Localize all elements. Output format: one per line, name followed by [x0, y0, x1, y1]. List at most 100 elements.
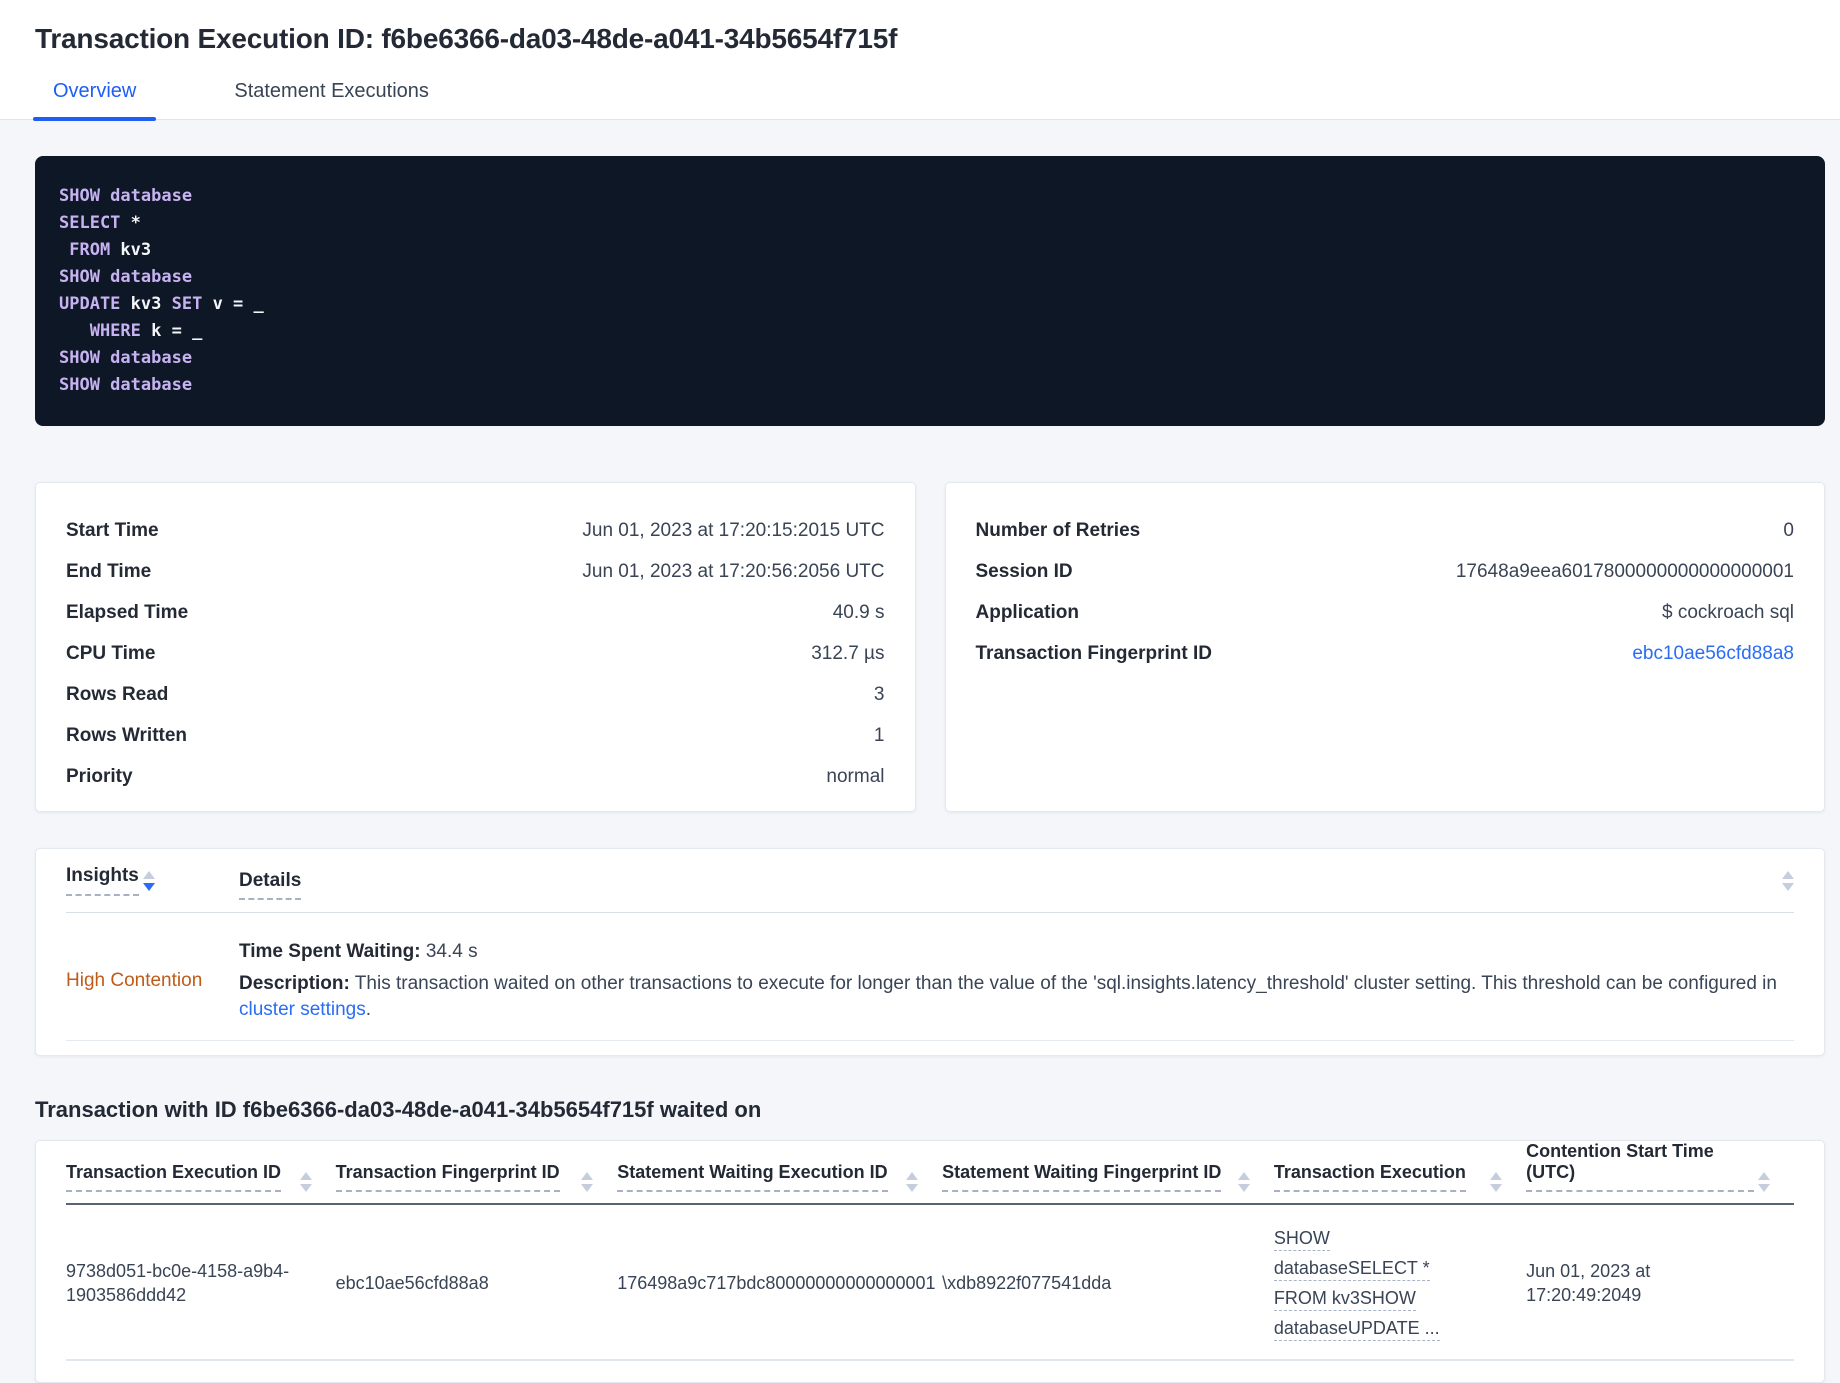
insight-details: Time Spent Waiting: 34.4 s Description: … [239, 939, 1794, 1023]
tab-overview[interactable]: Overview [33, 80, 157, 121]
summary-value: 1 [873, 725, 885, 746]
sql-keyword: WHERE [59, 321, 141, 341]
sort-desc-icon [906, 1184, 919, 1192]
time-spent-waiting: Time Spent Waiting: 34.4 s [239, 939, 1794, 965]
sql-line: SHOW database [59, 183, 1801, 210]
transaction-fingerprint-link[interactable]: ebc10ae56cfd88a8 [1632, 643, 1794, 664]
page-header: Transaction Execution ID: f6be6366-da03-… [0, 0, 1840, 121]
column-header-statement-waiting-execution-id[interactable]: Statement Waiting Execution ID [617, 1162, 942, 1192]
sort-desc-icon [1490, 1184, 1503, 1192]
cell-contention-start-time-utc: Jun 01, 2023 at 17:20:49:2049 [1526, 1261, 1651, 1305]
summary-label: Rows Read [66, 684, 169, 705]
cell-transaction-execution: SHOW databaseSELECT * FROM kv3SHOW datab… [1273, 1223, 1526, 1343]
summary-row-elapsed-time: Elapsed Time 40.9 s [66, 601, 885, 625]
column-header-contention-start-time-utc[interactable]: Contention Start Time (UTC) [1526, 1141, 1794, 1192]
tabbar: Overview Statement Executions [0, 80, 1840, 121]
summary-value: Jun 01, 2023 at 17:20:56:2056 UTC [582, 561, 885, 582]
sort-asc-icon [299, 1172, 312, 1180]
insights-table-header: Insights Details [66, 849, 1794, 913]
sql-keyword: UPDATE [59, 294, 121, 314]
summary-label: CPU Time [66, 643, 156, 664]
sort-desc-icon [581, 1184, 594, 1192]
sql-keyword: SHOW database [59, 348, 193, 368]
cluster-settings-link[interactable]: cluster settings [239, 999, 366, 1020]
sort-asc-icon [1490, 1172, 1503, 1180]
sql-line: WHERE k = _ [59, 318, 1801, 345]
sql-identifier: kv3 [110, 240, 152, 260]
column-header-insights[interactable]: Insights [66, 865, 239, 896]
sort-desc-icon [299, 1184, 312, 1192]
column-header-transaction-execution[interactable]: Transaction Execution [1273, 1162, 1526, 1192]
summary-label: Number of Retries [975, 520, 1141, 541]
column-header-label: Statement Waiting Execution ID [617, 1162, 888, 1192]
summary-value: 40.9 s [832, 602, 885, 623]
cell-statement-waiting-fingerprint-id: \xdb8922f077541dda [942, 1273, 1112, 1293]
summary-label: Start Time [66, 520, 159, 541]
sql-identifier: kv3 [120, 294, 172, 314]
waited-on-table-card: Transaction Execution ID Transaction Fing… [35, 1140, 1825, 1383]
sort-asc-icon [1782, 870, 1794, 879]
column-header-label: Contention Start Time (UTC) [1526, 1141, 1754, 1192]
description-suffix: . [365, 999, 372, 1020]
summary-label: Session ID [975, 561, 1073, 582]
column-header-label: Statement Waiting Fingerprint ID [942, 1162, 1222, 1192]
sort-desc-icon [1757, 1184, 1770, 1192]
summary-value: normal [826, 766, 885, 787]
sql-line: FROM kv3 [59, 237, 1801, 264]
insight-type-badge: High Contention [66, 970, 203, 991]
sql-keyword: FROM [59, 240, 111, 260]
summary-row-transaction-fingerprint-id: Transaction Fingerprint ID ebc10ae56cfd88… [976, 642, 1795, 666]
summary-row-priority: Priority normal [66, 765, 885, 789]
sort-asc-icon [906, 1172, 919, 1180]
summary-value: 312.7 µs [811, 643, 885, 664]
sort-control[interactable] [906, 1172, 919, 1192]
waited-on-table-header: Transaction Execution ID Transaction Fing… [66, 1141, 1794, 1205]
cell-transaction-execution-id: 9738d051-bc0e-4158-a9b4-1903586ddd42 [66, 1261, 290, 1305]
transaction-execution-link[interactable]: SHOW databaseSELECT * FROM kv3SHOW datab… [1273, 1228, 1440, 1341]
waited-on-table-body: 9738d051-bc0e-4158-a9b4-1903586ddd42 ebc1… [66, 1205, 1794, 1361]
sql-line: UPDATE kv3 SET v = _ [59, 291, 1801, 318]
column-header-statement-waiting-fingerprint-id[interactable]: Statement Waiting Fingerprint ID [942, 1162, 1274, 1192]
page-title: Transaction Execution ID: f6be6366-da03-… [35, 23, 898, 54]
sort-asc-icon [1237, 1172, 1250, 1180]
summary-value: 17648a9eea6017800000000000000001 [1455, 561, 1794, 582]
sort-control-end[interactable] [1782, 870, 1794, 891]
column-header-label: Transaction Fingerprint ID [335, 1162, 560, 1192]
sort-desc-icon [1237, 1184, 1250, 1192]
column-header-label: Transaction Execution ID [66, 1162, 282, 1192]
sql-line: SELECT * [59, 210, 1801, 237]
summary-value: 3 [873, 684, 885, 705]
sort-desc-icon [1782, 882, 1794, 891]
summary-row-rows-written: Rows Written 1 [66, 724, 885, 748]
column-header-label: Transaction Execution [1273, 1162, 1466, 1192]
summary-label: Application [975, 602, 1079, 623]
sort-asc-icon [1757, 1172, 1770, 1180]
summary-value: Jun 01, 2023 at 17:20:15:2015 UTC [582, 520, 885, 541]
sort-control[interactable] [1490, 1172, 1503, 1192]
sort-control-insights[interactable] [142, 870, 155, 891]
description-text: This transaction waited on other transac… [349, 973, 1777, 994]
summary-row-cpu-time: CPU Time 312.7 µs [66, 642, 885, 666]
sort-asc-icon [142, 870, 155, 879]
sql-keyword: SET [171, 294, 203, 314]
sort-control[interactable] [1757, 1172, 1770, 1192]
tab-statement-executions[interactable]: Statement Executions [234, 80, 429, 102]
summary-row-number-of-retries: Number of Retries 0 [976, 519, 1795, 543]
column-header-transaction-execution-id[interactable]: Transaction Execution ID [66, 1162, 336, 1192]
sql-line: SHOW database [59, 264, 1801, 291]
sort-control[interactable] [299, 1172, 312, 1192]
time-spent-waiting-value: 34.4 s [420, 941, 478, 962]
column-header-details[interactable]: Details [239, 869, 302, 900]
sort-control[interactable] [581, 1172, 594, 1192]
insight-description: Description: This transaction waited on … [239, 971, 1794, 1023]
summary-row-session-id: Session ID 17648a9eea60178000000000000000… [976, 560, 1795, 584]
summary-row-start-time: Start Time Jun 01, 2023 at 17:20:15:2015 … [66, 519, 885, 543]
column-header-transaction-fingerprint-id[interactable]: Transaction Fingerprint ID [335, 1162, 618, 1192]
sort-control[interactable] [1237, 1172, 1250, 1192]
sql-line: SHOW database [59, 372, 1801, 399]
summary-value: 0 [1783, 520, 1794, 541]
summary-cards-row: Start Time Jun 01, 2023 at 17:20:15:2015 … [35, 482, 1825, 812]
sql-keyword: SHOW database [59, 267, 193, 287]
time-spent-waiting-label: Time Spent Waiting: [239, 941, 421, 962]
execution-summary-card: Start Time Jun 01, 2023 at 17:20:15:2015 … [35, 482, 916, 812]
